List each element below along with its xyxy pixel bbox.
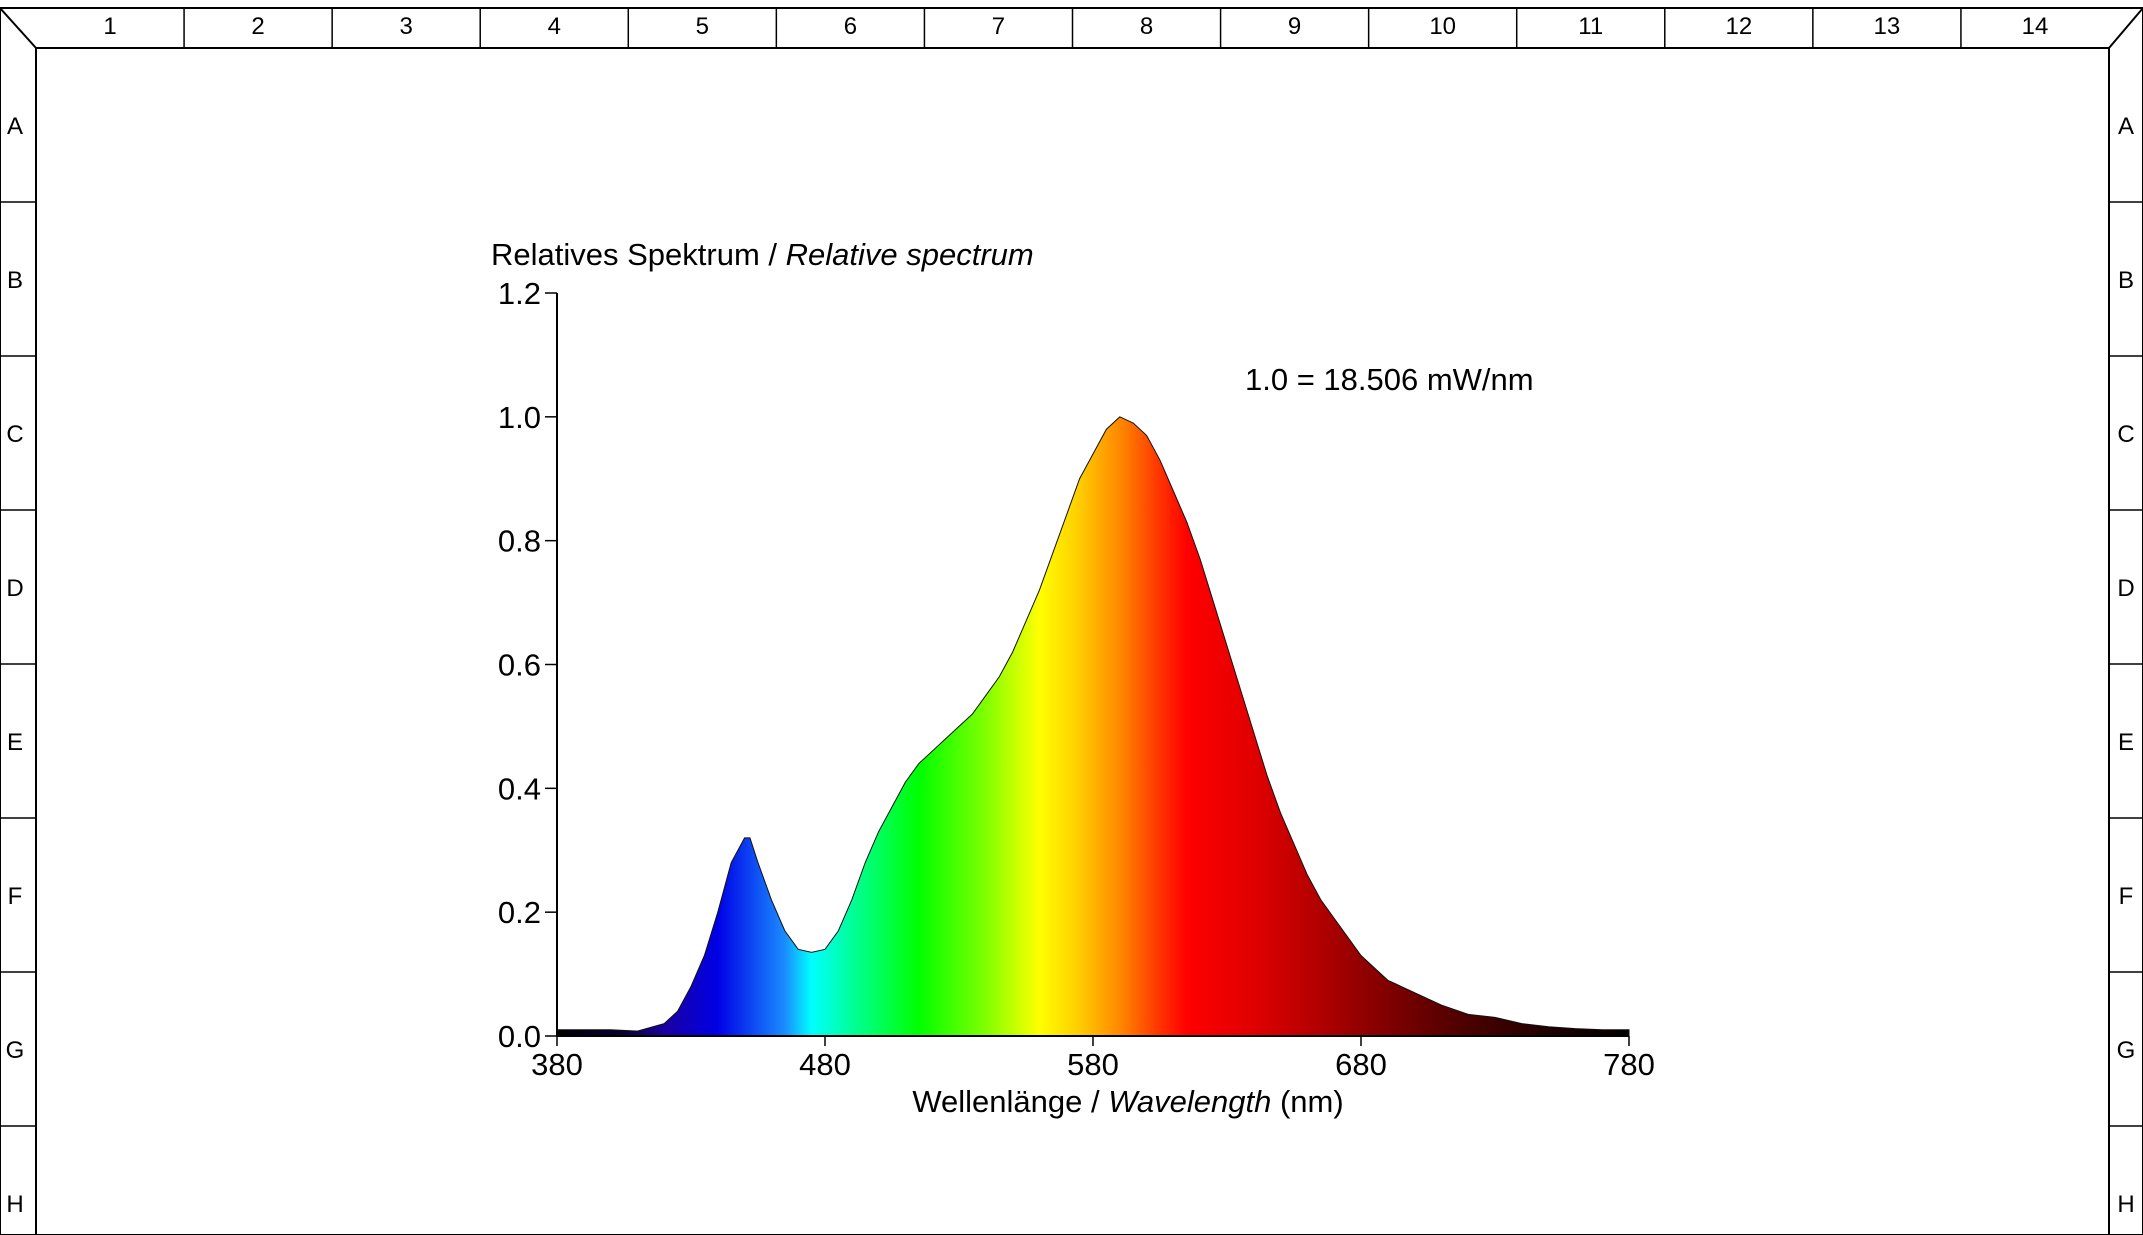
x-axis-ticks: 380 480 580 680 780 xyxy=(531,1036,1655,1082)
spectrum-chart: 0.0 0.2 0.4 0.6 0.8 1.0 1.2 380 480 580 680 780 Re… xyxy=(491,237,1655,1119)
drawing-frame: 1 2 3 4 5 6 7 8 9 10 11 12 13 14 A AB BC CD DE EF FG GH H xyxy=(0,7,2143,1235)
scale-annotation: 1.0 = 18.506 mW/nm xyxy=(1245,362,1534,397)
spectrum-area xyxy=(556,416,1630,1037)
ruler-row-label-right: H xyxy=(2117,1191,2134,1218)
ruler-column-label: 1 xyxy=(103,13,116,40)
x-axis-title-main: Wellenlänge / xyxy=(912,1084,1108,1119)
ruler-column-label: 11 xyxy=(1578,13,1603,40)
ruler-row-label-left: D xyxy=(6,575,23,602)
ruler-column-label: 2 xyxy=(251,13,264,40)
ruler-row-label-left: G xyxy=(6,1037,25,1064)
ruler-row-label-right: F xyxy=(2119,883,2134,910)
ruler-column-label: 12 xyxy=(1725,13,1752,40)
ruler-column-label: 6 xyxy=(844,13,857,40)
ruler-row-label-left: C xyxy=(6,421,23,448)
ruler-columns: 1 2 3 4 5 6 7 8 9 10 11 12 13 14 xyxy=(103,8,2048,48)
ruler-rows: A A B B C C D D E E F F G G H H xyxy=(0,113,2143,1218)
y-axis-title-italic: Relative spectrum xyxy=(786,237,1034,272)
y-axis-title-main: Relatives Spektrum / xyxy=(491,237,786,272)
ruler-row-label-left: E xyxy=(7,729,23,756)
x-tick-label: 480 xyxy=(799,1047,851,1082)
ruler-row-label-right: G xyxy=(2117,1037,2136,1064)
x-tick-label: 580 xyxy=(1067,1047,1119,1082)
x-tick-label: 680 xyxy=(1335,1047,1387,1082)
y-tick-label: 0.0 xyxy=(498,1019,541,1054)
ruler-row-label-right: C xyxy=(2117,421,2134,448)
ruler-column-label: 7 xyxy=(992,13,1005,40)
ruler-row-label-left: B xyxy=(7,267,23,294)
ruler-column-label: 13 xyxy=(1874,13,1901,40)
ruler-column-label: 14 xyxy=(2022,13,2049,40)
x-axis-title-italic: Wavelength xyxy=(1108,1084,1271,1119)
ruler-column-label: 8 xyxy=(1140,13,1153,40)
y-tick-label: 0.4 xyxy=(498,771,541,806)
x-tick-label: 780 xyxy=(1603,1047,1655,1082)
ruler-column-label: 10 xyxy=(1429,13,1456,40)
x-tick-label: 380 xyxy=(531,1047,583,1082)
ruler-column-label: 4 xyxy=(548,13,561,40)
y-axis-ticks: 0.0 0.2 0.4 0.6 0.8 1.0 1.2 xyxy=(498,276,557,1054)
ruler-row-label-right: E xyxy=(2118,729,2134,756)
ruler-column-label: 3 xyxy=(399,13,412,40)
y-tick-label: 0.8 xyxy=(498,524,541,559)
y-tick-label: 0.6 xyxy=(498,648,541,683)
y-tick-label: 1.2 xyxy=(498,276,541,311)
ruler-row-label-left: F xyxy=(8,883,23,910)
ruler-row-label-right: A xyxy=(2118,113,2134,140)
x-axis-title: Wellenlänge / Wavelength (nm) xyxy=(912,1084,1343,1119)
y-tick-label: 0.2 xyxy=(498,895,541,930)
ruler-column-label: 9 xyxy=(1288,13,1301,40)
ruler-row-label-left: H xyxy=(6,1191,23,1218)
y-tick-label: 1.0 xyxy=(498,400,541,435)
ruler-column-label: 5 xyxy=(696,13,709,40)
y-axis-title: Relatives Spektrum / Relative spectrum xyxy=(491,237,1034,272)
ruler-row-label-right: D xyxy=(2117,575,2134,602)
ruler-row-label-left: A xyxy=(7,113,23,140)
ruler-row-label-right: B xyxy=(2118,267,2134,294)
x-axis-title-unit: (nm) xyxy=(1271,1084,1343,1119)
